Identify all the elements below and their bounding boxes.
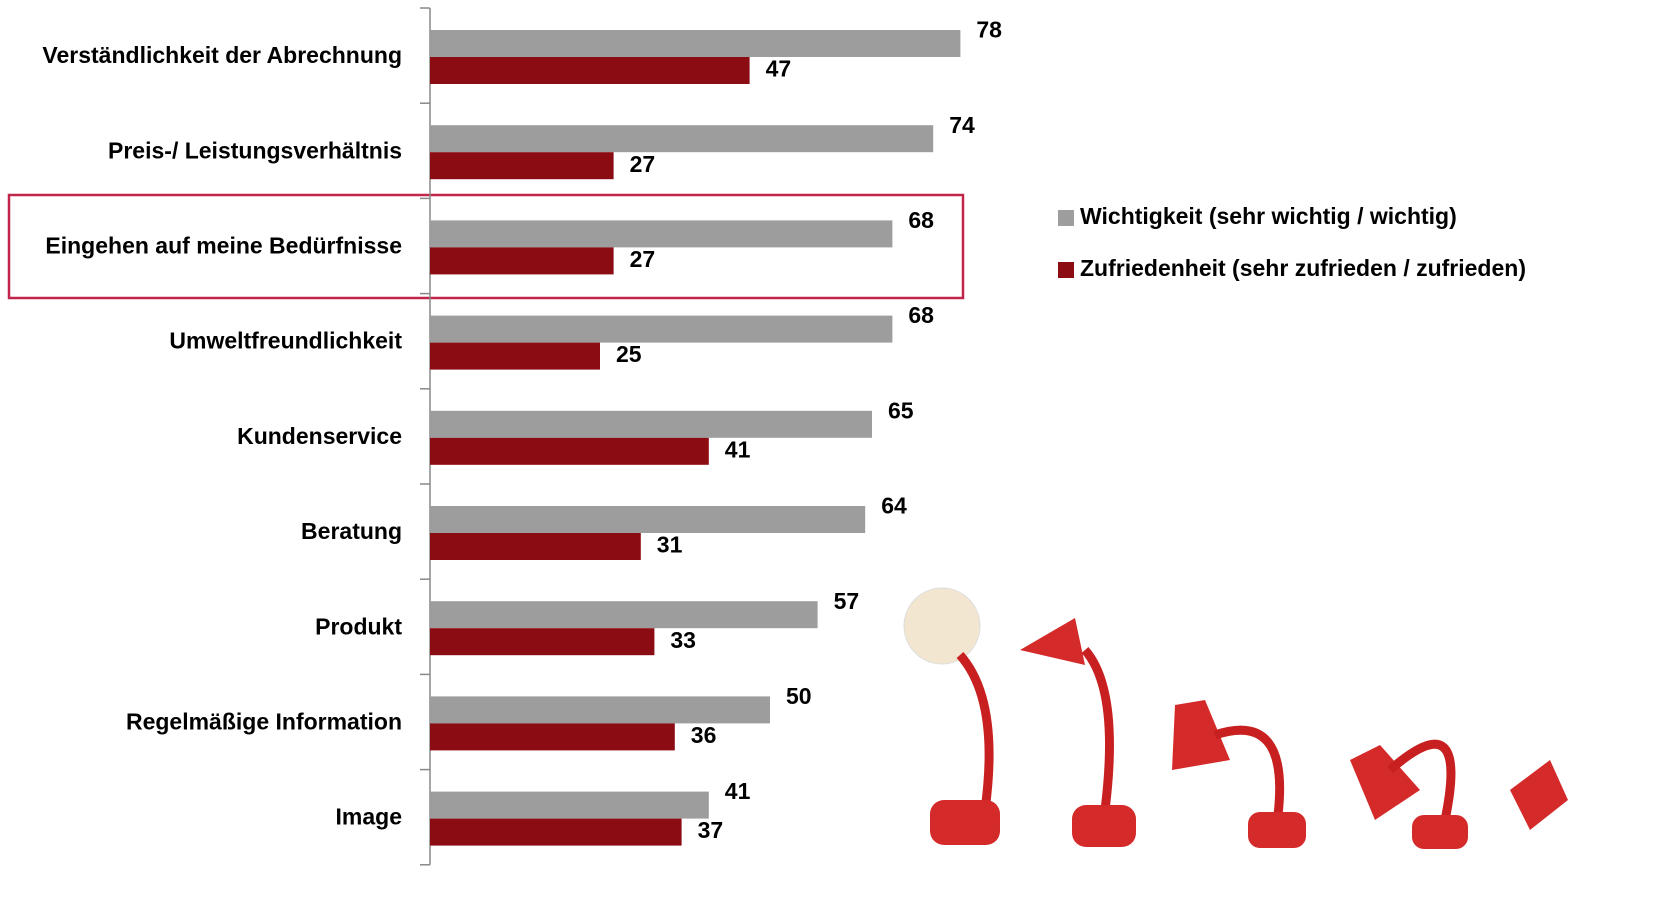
bar (430, 247, 614, 275)
category-label: Regelmäßige Information (126, 708, 402, 734)
category-label: Beratung (301, 518, 402, 544)
bar (430, 791, 709, 819)
value-label: 37 (698, 817, 724, 843)
value-label: 74 (949, 112, 975, 138)
value-label: 31 (657, 532, 683, 558)
bar (430, 601, 818, 629)
legend-label: Wichtigkeit (sehr wichtig / wichtig) (1080, 203, 1457, 229)
bar (430, 125, 934, 153)
bar (430, 57, 750, 84)
legend-swatch (1058, 210, 1074, 226)
bar (430, 818, 682, 846)
bar (430, 342, 600, 370)
lamps-illustration (903, 587, 1568, 849)
bar (430, 723, 675, 751)
value-label: 36 (691, 722, 717, 748)
value-label: 65 (888, 397, 914, 423)
value-label: 68 (908, 302, 934, 328)
bar (430, 30, 961, 57)
category-label: Verständlichkeit der Abrechnung (42, 42, 402, 68)
bar (430, 628, 655, 656)
category-label: Image (336, 804, 402, 830)
legend-swatch (1058, 262, 1074, 278)
value-label: 27 (630, 151, 656, 177)
category-label: Produkt (315, 613, 402, 639)
bar (430, 410, 872, 438)
value-label: 47 (766, 56, 792, 82)
bar (430, 437, 709, 465)
value-label: 25 (616, 341, 642, 367)
value-label: 33 (670, 627, 696, 653)
category-label: Eingehen auf meine Bedürfnisse (45, 232, 402, 258)
value-label: 57 (834, 588, 860, 614)
category-label: Preis-/ Leistungsverhältnis (108, 137, 402, 163)
value-label: 27 (630, 246, 656, 272)
highlight-box (7, 193, 965, 300)
category-label: Umweltfreundlichkeit (169, 328, 402, 354)
value-label: 68 (908, 207, 934, 233)
bar (430, 220, 893, 248)
bar (430, 533, 641, 560)
value-label: 64 (881, 493, 907, 519)
value-label: 78 (976, 17, 1002, 43)
bar (430, 506, 866, 533)
category-label: Kundenservice (237, 423, 402, 449)
value-label: 50 (786, 683, 812, 709)
value-label: 41 (725, 778, 751, 804)
legend-label: Zufriedenheit (sehr zufrieden / zufriede… (1080, 255, 1526, 281)
value-label: 41 (725, 436, 751, 462)
bar (430, 696, 770, 724)
bar (430, 315, 893, 343)
bar (430, 152, 614, 180)
